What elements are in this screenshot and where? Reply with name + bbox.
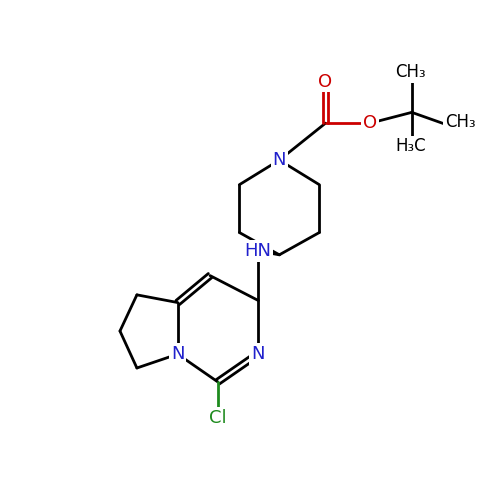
- Text: N: N: [251, 345, 264, 363]
- Text: O: O: [363, 114, 378, 132]
- Text: N: N: [272, 151, 286, 169]
- Text: CH₃: CH₃: [445, 112, 476, 130]
- Text: Cl: Cl: [209, 409, 226, 427]
- Text: O: O: [318, 72, 332, 90]
- Text: N: N: [171, 345, 184, 363]
- Text: H₃C: H₃C: [395, 137, 426, 155]
- Text: HN: HN: [244, 242, 272, 260]
- Text: CH₃: CH₃: [395, 64, 426, 82]
